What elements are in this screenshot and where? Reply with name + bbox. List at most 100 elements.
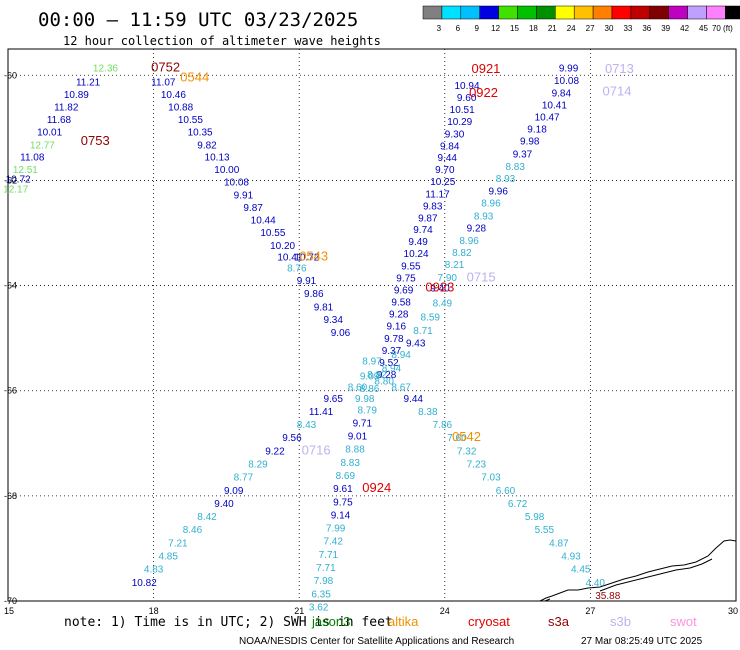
wave-height-value: 8.69 [336, 471, 356, 482]
wave-height-value: 8.97 [362, 356, 382, 367]
pass-time-label: 0923 [425, 279, 454, 294]
wave-height-value: 10.25 [430, 177, 455, 188]
wave-height-value: 9.78 [384, 334, 404, 345]
longitude-tick-label: 30 [728, 606, 738, 616]
wave-height-value: 11.82 [54, 103, 79, 114]
wave-height-value: 9.40 [430, 283, 450, 294]
wave-height-value: 9.37 [513, 149, 533, 160]
wave-height-value: 8.67 [391, 383, 411, 394]
scale-label: 15 [510, 24, 519, 33]
map-grid [8, 49, 736, 601]
scale-label: 36 [642, 24, 651, 33]
wave-height-value: 9.75 [396, 273, 416, 284]
wave-height-value: 9.44 [404, 394, 424, 405]
wave-height-value: 9.58 [391, 298, 411, 309]
scale-label: 6 [456, 24, 461, 33]
wave-height-value: 7.23 [467, 459, 487, 470]
wave-height-value: 4.93 [561, 551, 581, 562]
scale-label: 33 [623, 24, 632, 33]
wave-height-value: 5.98 [525, 512, 545, 523]
wave-height-value: 7.32 [457, 446, 477, 457]
wave-height-value: 8.21 [445, 260, 465, 271]
wave-height-value: 9.75 [333, 497, 353, 508]
longitude-tick-label: 24 [440, 606, 450, 616]
wave-height-value: 11.17 [425, 189, 450, 200]
wave-height-value: 7.03 [481, 473, 501, 484]
pass-time-label: 0922 [469, 85, 498, 100]
wave-height-value: 4.40 [586, 578, 606, 589]
wave-height-value: 10.82 [132, 578, 157, 589]
scale-swatch [536, 5, 556, 20]
wave-height-value: 9.28 [389, 310, 409, 321]
wave-height-value: 10.55 [260, 228, 285, 239]
wave-height-value: 8.86 [360, 384, 380, 395]
scale-label: 3 [437, 24, 442, 33]
wave-height-value: 7.42 [323, 537, 343, 548]
wave-height-value: 4.45 [571, 565, 591, 576]
satellite-legend-cryosat: cryosat [468, 614, 510, 629]
wave-height-value: 8.80 [374, 376, 394, 387]
wave-height-value: 9.86 [304, 289, 324, 300]
wave-height-value: 9.70 [435, 165, 455, 176]
wave-height-value: 8.49 [433, 299, 453, 310]
wave-height-value: 7.71 [319, 550, 339, 561]
wave-height-value: 11.08 [20, 152, 45, 163]
latitude-tick-label: -60 [4, 70, 17, 80]
note-text: note: 1) Time is in UTC; 2) SWH is in fe… [64, 615, 393, 630]
wave-height-value: 7.98 [314, 576, 334, 587]
wave-height-value: 9.96 [488, 187, 508, 198]
wave-height-value: 9.56 [282, 433, 302, 444]
antarctic-coastline [539, 539, 737, 602]
wave-height-value: 8.60 [348, 383, 368, 394]
wave-height-value: 9.87 [418, 213, 438, 224]
wave-height-value: 10.08 [554, 76, 579, 87]
wave-height-value: 8.93 [496, 174, 516, 185]
wave-height-color-scale: 3 6 9 12 15 18 21 24 27 30 33 36 39 42 45 70 (ft) [422, 5, 740, 33]
wave-height-value: 8.96 [459, 236, 479, 247]
wave-height-value: 4.85 [158, 551, 178, 562]
wave-height-value: 9.16 [387, 322, 407, 333]
wave-height-value: 9.44 [438, 153, 458, 164]
figure-subtitle: 12 hour collection of altimeter wave hei… [63, 34, 381, 48]
wave-height-value: 8.83 [340, 458, 360, 469]
wave-height-value: 9.14 [331, 510, 351, 521]
pass-time-label: 0924 [362, 480, 391, 495]
satellite-legend-s3b: s3b [610, 614, 631, 629]
scale-swatch [649, 5, 669, 20]
wave-height-value: 9.83 [423, 201, 443, 212]
scale-label: 24 [567, 24, 576, 33]
wave-height-value: 8.93 [474, 211, 494, 222]
wave-height-value: 8.59 [421, 312, 441, 323]
wave-height-value: 9.84 [440, 141, 460, 152]
wave-height-value: 9.61 [333, 484, 353, 495]
scale-label: 21 [548, 24, 557, 33]
satellite-legend-swot: swot [670, 614, 697, 629]
wave-height-value: 9.65 [323, 394, 343, 405]
satellite-legend-jason3: jason3 [311, 614, 350, 629]
wave-height-value: 7.99 [326, 524, 346, 535]
scale-swatch [611, 5, 632, 20]
pass-time-label: 0716 [302, 442, 331, 457]
wave-height-value: 8.71 [413, 326, 433, 337]
wave-height-value: 10.51 [450, 105, 475, 116]
scale-swatch [422, 5, 443, 20]
wave-height-value: 9.49 [408, 237, 428, 248]
longitude-tick-label: 15 [4, 606, 14, 616]
pass-time-label: 0753 [81, 133, 110, 148]
longitude-tick-label: 18 [149, 606, 159, 616]
wave-height-value: 9.81 [314, 302, 334, 313]
wave-height-value: 9.55 [401, 261, 421, 272]
wave-height-value: 9.98 [520, 137, 540, 148]
wave-height-value: 9.84 [552, 88, 572, 99]
scale-swatch [441, 5, 462, 20]
wave-height-value: 9.43 [406, 339, 426, 350]
pass-time-label: 0921 [471, 61, 500, 76]
latitude-tick-label: -64 [4, 281, 17, 291]
pass-time-label: 0714 [603, 83, 632, 98]
scale-swatch [460, 5, 480, 20]
wave-height-value: 8.82 [367, 370, 387, 381]
credit-text: NOAA/NESDIS Center for Satellite Applica… [239, 636, 514, 647]
scale-swatch [687, 5, 707, 20]
wave-height-value: 6.72 [508, 499, 528, 510]
